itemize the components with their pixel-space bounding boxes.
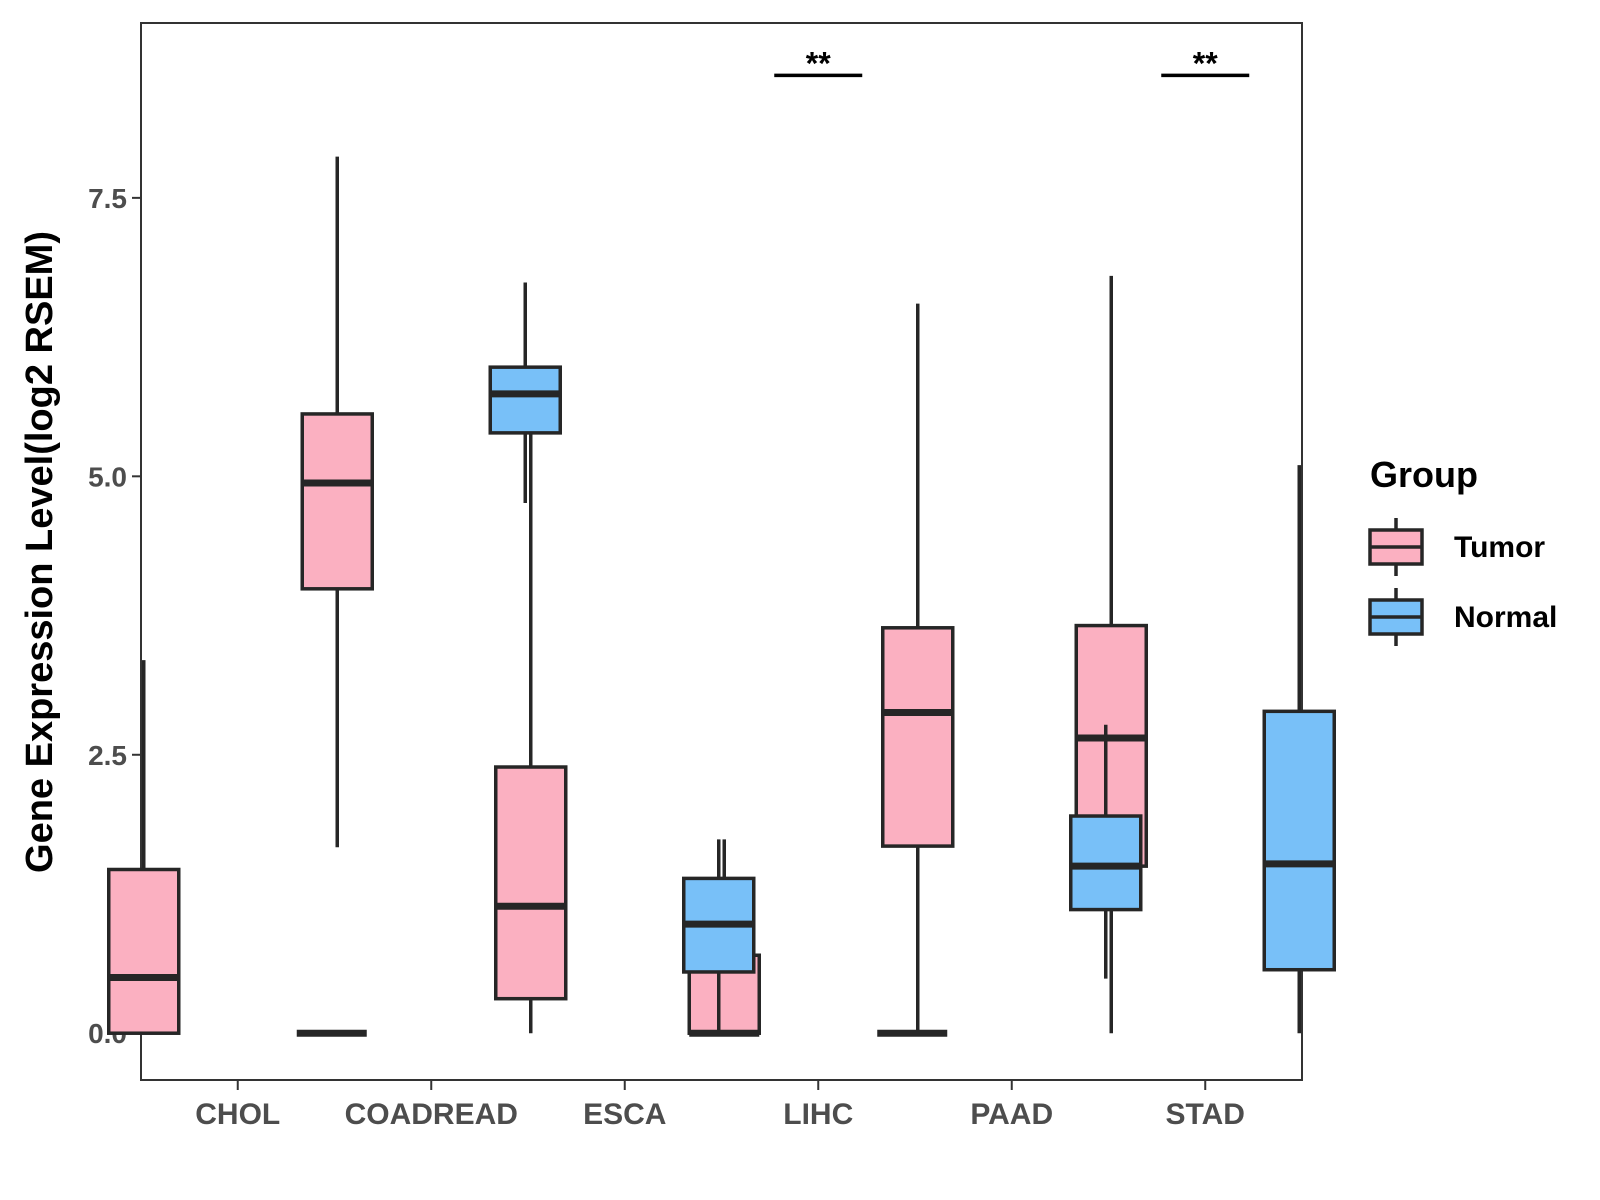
plot-area: 0.02.55.07.5CHOLCOADREADESCALIHCPAADSTAD… xyxy=(88,22,1336,1131)
y-axis-title: Gene Expression Level(log2 RSEM) xyxy=(19,231,61,873)
box-normal-esca xyxy=(682,839,756,1034)
x-tick-label: CHOL xyxy=(195,1098,280,1131)
y-tick-label: 7.5 xyxy=(88,183,127,214)
y-tick-label: 5.0 xyxy=(88,461,127,492)
legend-label: Tumor xyxy=(1454,531,1545,564)
x-tick-label: ESCA xyxy=(583,1098,666,1131)
box-normal-stad xyxy=(1262,465,1336,1034)
x-tick-label: COADREAD xyxy=(345,1098,518,1131)
box-tumor-paad xyxy=(881,303,955,1034)
box-tumor-esca xyxy=(494,430,568,1034)
x-tick-label: STAD xyxy=(1166,1098,1245,1131)
box-normal-paad xyxy=(1069,724,1143,979)
legend-label: Normal xyxy=(1454,601,1557,634)
x-tick-label: LIHC xyxy=(783,1098,853,1131)
box-tumor-coadread xyxy=(300,156,374,848)
legend: Group Tumor Normal xyxy=(1368,454,1557,646)
y-tick-label: 2.5 xyxy=(88,740,127,771)
significance-label: ** xyxy=(806,45,831,81)
legend-item-normal: Normal xyxy=(1368,588,1557,646)
box-normal-coadread xyxy=(488,282,562,504)
box-body xyxy=(300,412,374,591)
box-body xyxy=(107,867,181,1035)
box-body xyxy=(881,626,955,848)
legend-item-tumor: Tumor xyxy=(1368,518,1545,576)
x-tick-label: PAAD xyxy=(970,1098,1053,1131)
box-body xyxy=(494,765,568,1001)
box-body xyxy=(488,365,562,435)
legend-title: Group xyxy=(1370,454,1478,495)
box-body xyxy=(1262,709,1336,972)
significance-label: ** xyxy=(1193,45,1218,81)
plot-panel-border xyxy=(140,22,1303,1081)
box-tumor-chol xyxy=(107,660,181,1035)
